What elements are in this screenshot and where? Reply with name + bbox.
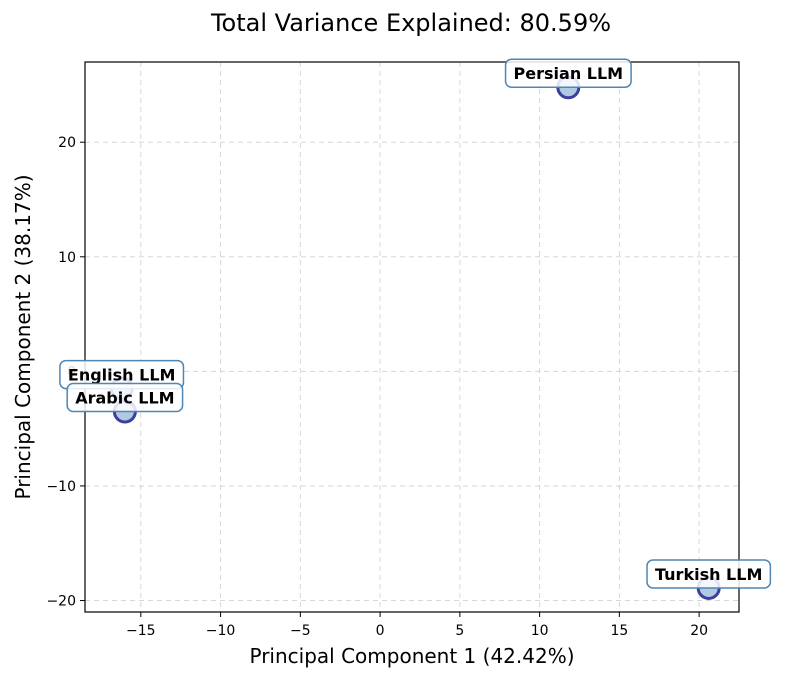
x-tick-label: 10 [531,623,549,639]
grid-layer [85,62,739,612]
y-tick-label: −10 [46,479,76,495]
point-label-text: Turkish LLM [655,565,762,584]
y-tick-label: 10 [58,250,76,266]
point-label-box [646,559,772,589]
point-label-box [504,58,632,88]
point-label: Persian LLM [504,58,632,88]
x-tick-label: −5 [290,623,311,639]
label-layer: English LLM Arabic LLM Persian LLM Turkish … [59,58,772,589]
point-label-box [66,382,184,413]
x-tick-label: −10 [206,623,236,639]
y-tick-label: 20 [58,135,76,151]
plot-frame [84,61,740,613]
y-axis-label: Principal Component 2 (38.17%) [11,175,35,500]
point-label-text: Arabic LLM [75,388,174,407]
point-label: English LLM [59,359,185,390]
point-label: Turkish LLM [646,559,772,589]
x-tick-label: 20 [690,623,708,639]
point-layer [109,75,721,600]
point-label: Arabic LLM [66,382,184,413]
y-tick-label: −20 [46,594,76,610]
chart-title: Total Variance Explained: 80.59% [210,9,611,37]
x-axis-label: Principal Component 1 (42.42%) [250,644,575,668]
point-label-text: English LLM [68,366,176,385]
x-tick-label: 0 [376,623,385,639]
x-tick-label: −15 [126,623,156,639]
x-tick-label: 15 [610,623,628,639]
point-label-text: Persian LLM [514,64,624,83]
x-tick-label: 5 [455,623,464,639]
